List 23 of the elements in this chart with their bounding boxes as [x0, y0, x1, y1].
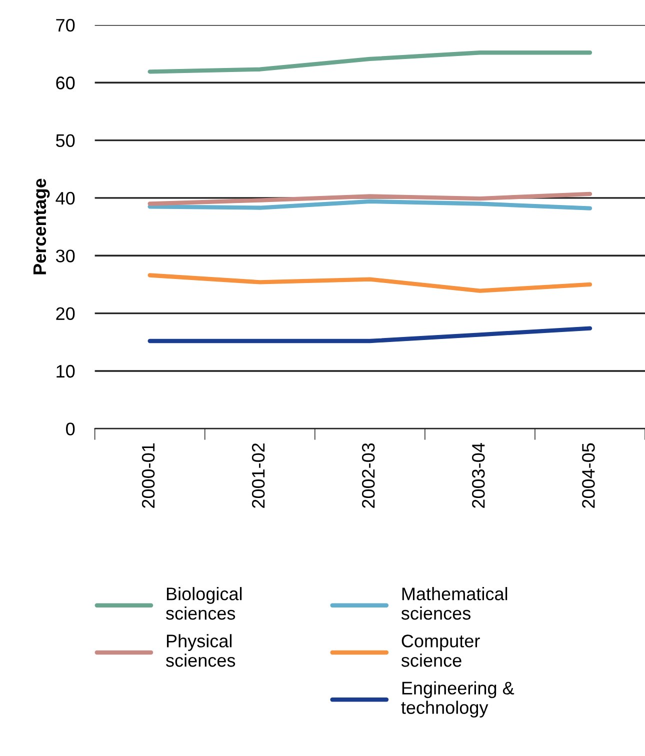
y-tick-label: 10	[56, 364, 75, 378]
line-series	[148, 192, 592, 206]
x-tick-label: 2003-04	[472, 443, 485, 508]
legend-label: Computer science	[401, 634, 480, 667]
legend-label: Mathematical sciences	[401, 587, 508, 620]
line-series	[148, 50, 592, 74]
line-series	[148, 273, 592, 293]
legend-label: Biological sciences	[166, 587, 242, 620]
y-tick-label: 20	[56, 307, 75, 320]
y-tick-label: 40	[56, 192, 75, 205]
y-tick-label: 50	[56, 134, 75, 148]
legend-label: Physical sciences	[166, 634, 236, 667]
line-series	[148, 199, 592, 210]
y-tick-label: 30	[56, 250, 75, 262]
legend-label: Engineering & technology	[401, 681, 514, 718]
y-tick-label: 70	[56, 18, 75, 32]
x-tick-label: 2004-05	[582, 443, 595, 508]
x-tick-label: 2002-03	[362, 443, 375, 508]
y-axis-title: Percentage	[33, 178, 50, 274]
y-tick-label: 60	[56, 76, 75, 90]
y-tick-label: 0	[66, 422, 75, 436]
x-tick-label: 2001-02	[252, 443, 265, 508]
x-tick-label: 2000-01	[142, 443, 155, 508]
